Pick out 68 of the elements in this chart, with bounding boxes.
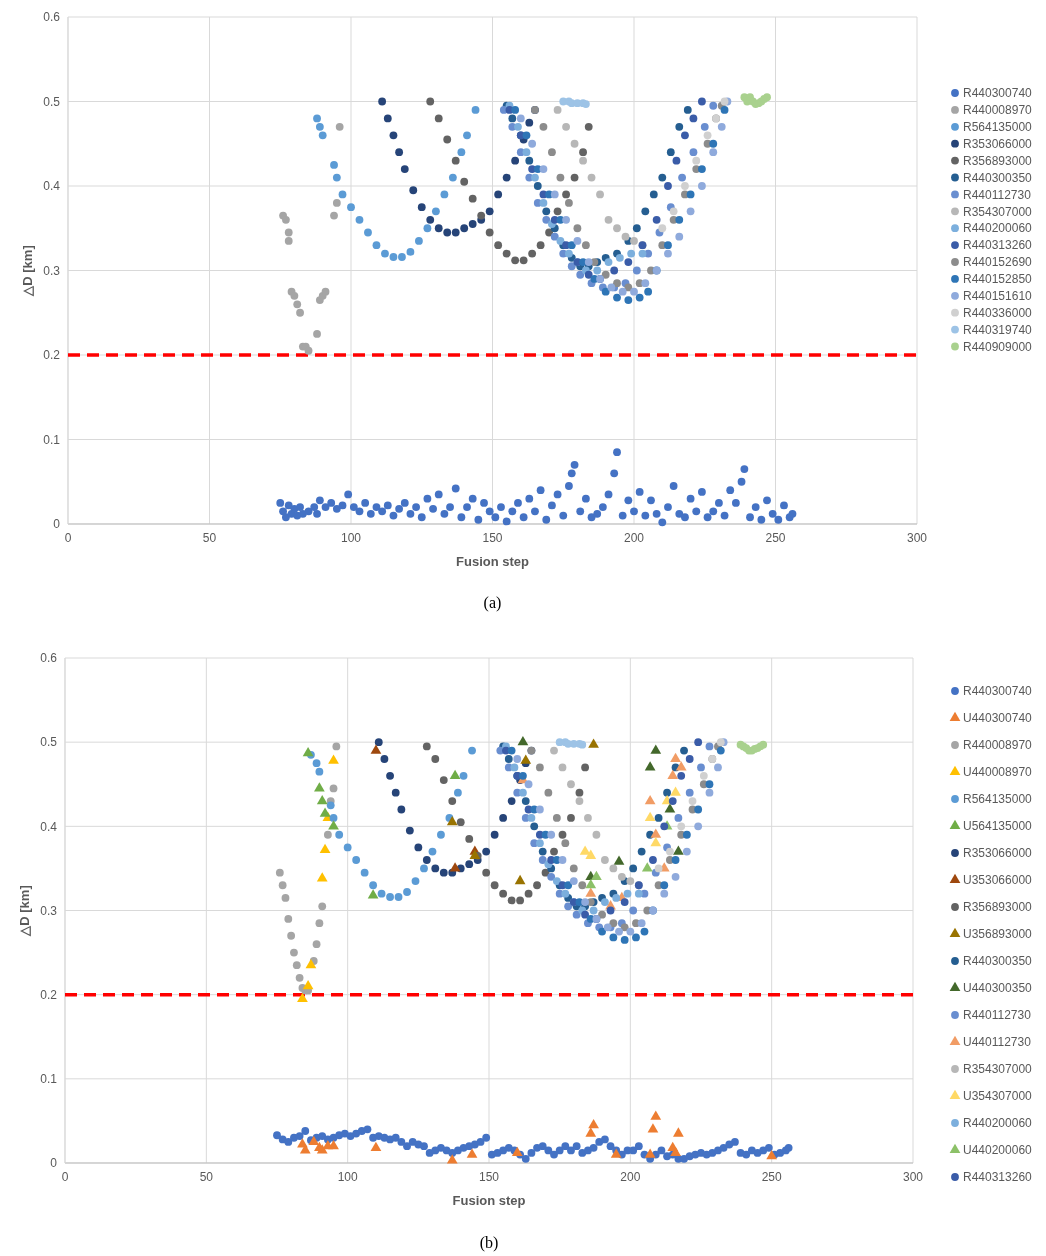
x-tick-label: 250 [761, 1170, 782, 1184]
legend-label: R353066000 [963, 846, 1033, 861]
legend-label: R440300740 [963, 684, 1033, 699]
legend-label: U356893000 [963, 927, 1033, 942]
x-tick-label: 50 [199, 1170, 214, 1184]
y-tick-label: 0.1 [40, 1072, 58, 1087]
x-axis-title: Fusion step [452, 1193, 526, 1208]
legend-label: R356893000 [963, 153, 1033, 168]
legend-label: R440300350 [963, 170, 1033, 185]
legend-label: U440200060 [963, 1143, 1033, 1158]
y-tick-label: 0 [53, 517, 61, 532]
text: (b) [479, 1234, 499, 1252]
y-tick-label: 0.6 [40, 651, 58, 666]
x-tick-label: 50 [202, 531, 217, 545]
legend-label: U440300740 [963, 711, 1033, 726]
legend-label: R440313260 [963, 238, 1033, 253]
x-tick-label: 300 [906, 531, 928, 545]
y-tick-label: 0.3 [40, 903, 58, 918]
legend-label: R440200060 [963, 1116, 1033, 1131]
y-axis-title: △D [km] [17, 885, 32, 937]
x-tick-label: 150 [482, 531, 503, 545]
y-tick-label: 0.4 [43, 179, 61, 194]
y-tick-label: 0.4 [40, 819, 58, 834]
legend-label: U440008970 [963, 765, 1033, 780]
x-tick-label: 250 [765, 531, 786, 545]
legend-label: R440112730 [963, 187, 1032, 202]
legend-label: R356893000 [963, 900, 1033, 915]
legend-label: R353066000 [963, 136, 1033, 151]
y-tick-label: 0 [50, 1156, 58, 1171]
y-tick-label: 0.3 [43, 263, 61, 278]
y-tick-label: 0.6 [43, 10, 61, 25]
legend-label: R354307000 [963, 204, 1033, 219]
x-tick-label: 200 [620, 1170, 641, 1184]
legend-label: R440319740 [963, 322, 1033, 337]
legend-label: R564135000 [963, 120, 1033, 134]
x-tick-label: 200 [623, 531, 645, 545]
legend-label: U353066000 [963, 873, 1033, 888]
x-tick-label: 100 [340, 531, 362, 545]
legend-label: U564135000 [963, 819, 1033, 834]
legend-label: U440112730 [963, 1035, 1032, 1050]
x-tick-label: 150 [478, 1170, 500, 1184]
legend-label: R440336000 [963, 305, 1033, 320]
y-tick-label: 0.1 [43, 432, 61, 447]
x-tick-label: 0 [64, 531, 72, 545]
legend-label: R564135000 [963, 792, 1033, 807]
legend-label: U354307000 [963, 1089, 1033, 1104]
y-tick-label: 0.2 [43, 348, 61, 363]
y-tick-label: 0.5 [40, 735, 58, 750]
legend-label: R440152690 [963, 255, 1033, 270]
text: (a) [483, 594, 502, 612]
y-tick-label: 0.2 [40, 987, 58, 1002]
legend-label: U440300350 [963, 981, 1033, 996]
legend-label: R354307000 [963, 1062, 1033, 1077]
legend-label: R440300350 [963, 954, 1033, 969]
y-axis-title: △D [km] [20, 245, 35, 297]
x-axis-title: Fusion step [456, 554, 530, 569]
legend-label: R440909000 [963, 339, 1033, 354]
x-tick-label: 100 [337, 1170, 358, 1184]
legend-label: R440200060 [963, 221, 1033, 236]
legend-label: R440008970 [963, 103, 1033, 118]
legend-label: R440112730 [963, 1008, 1032, 1023]
legend-label: R440008970 [963, 738, 1033, 753]
x-tick-label: 300 [902, 1170, 924, 1184]
legend-label: R440152850 [963, 272, 1033, 287]
legend-label: R440300740 [963, 86, 1033, 101]
legend-label: R440313260 [963, 1170, 1033, 1185]
legend-label: R440151610 [963, 289, 1033, 303]
y-tick-label: 0.5 [43, 94, 61, 109]
